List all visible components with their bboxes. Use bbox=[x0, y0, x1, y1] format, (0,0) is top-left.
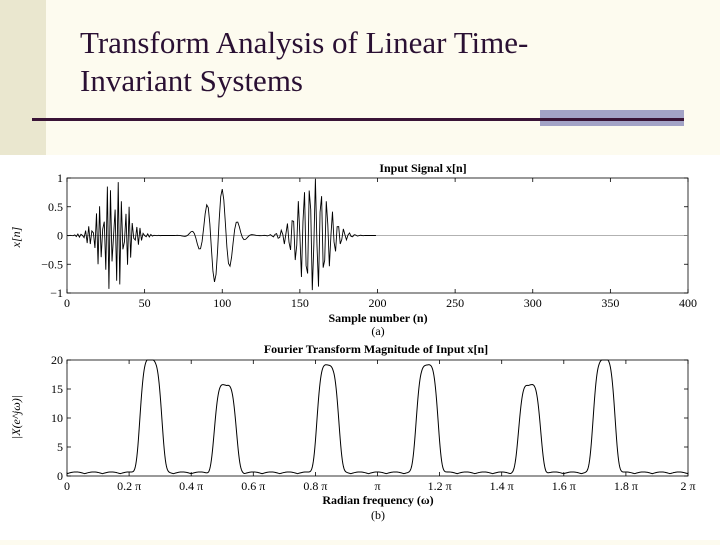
x-tick-label: 1.8 π bbox=[614, 479, 638, 493]
y-tick-label: −0.5 bbox=[41, 257, 63, 271]
chart-b-caption: (b) bbox=[371, 508, 385, 522]
title-underline bbox=[32, 118, 684, 121]
chart-a-y-ticks: 1 0.5 0 −0.5 −1 bbox=[41, 171, 688, 300]
chart-b-ylabel: |X(e^jω)| bbox=[9, 395, 23, 439]
y-tick-label: 0.5 bbox=[48, 200, 63, 214]
input-signal-line bbox=[66, 178, 376, 291]
x-tick-label: 0.8 π bbox=[303, 479, 327, 493]
chart-b-title: Fourier Transform Magnitude of Input x[n… bbox=[264, 342, 488, 356]
input-signal-chart: Input Signal x[n] 1 0.5 0 −0.5 −1 0 50 100 150 2… bbox=[9, 161, 697, 338]
x-tick-label: 0.4 π bbox=[179, 479, 203, 493]
chart-b-xlabel: Radian frequency (ω) bbox=[322, 493, 433, 507]
chart-a-series bbox=[66, 178, 688, 291]
slide-title-line2: Invariant Systems bbox=[80, 63, 303, 98]
y-tick-label: 5 bbox=[57, 440, 63, 454]
x-tick-label: 1.2 π bbox=[428, 479, 452, 493]
x-tick-label: 1.4 π bbox=[490, 479, 514, 493]
fourier-magnitude-line bbox=[66, 359, 688, 475]
x-tick-label: 400 bbox=[679, 296, 697, 310]
chart-b-plot-frame bbox=[66, 359, 689, 477]
y-tick-label: −1 bbox=[50, 286, 63, 300]
x-tick-label: 50 bbox=[139, 296, 151, 310]
x-tick-label: 150 bbox=[291, 296, 309, 310]
y-tick-label: 0 bbox=[57, 229, 63, 243]
x-tick-label: 0 bbox=[64, 479, 70, 493]
slide-title-line1: Transform Analysis of Linear Time- bbox=[80, 25, 529, 60]
slide-title: Transform Analysis of Linear Time- Invar… bbox=[80, 24, 700, 100]
x-tick-label: 100 bbox=[213, 296, 231, 310]
y-tick-label: 15 bbox=[51, 382, 63, 396]
y-tick-label: 10 bbox=[51, 411, 63, 425]
x-tick-label: 2 π bbox=[680, 479, 695, 493]
x-tick-label: 300 bbox=[524, 296, 542, 310]
x-tick-label: 0.6 π bbox=[241, 479, 265, 493]
chart-a-xlabel: Sample number (n) bbox=[328, 311, 427, 325]
slide-left-bar bbox=[0, 0, 46, 155]
y-tick-label: 20 bbox=[51, 353, 63, 367]
x-tick-label: π bbox=[374, 479, 380, 493]
chart-a-caption: (a) bbox=[371, 324, 384, 338]
fourier-magnitude-chart: Fourier Transform Magnitude of Input x[n… bbox=[9, 342, 696, 522]
figure-panel: Input Signal x[n] 1 0.5 0 −0.5 −1 0 50 100 150 2… bbox=[0, 155, 720, 540]
chart-a-x-ticks: 0 50 100 150 200 250 300 350 400 bbox=[64, 178, 697, 310]
x-tick-label: 250 bbox=[446, 296, 464, 310]
x-tick-label: 350 bbox=[601, 296, 619, 310]
x-tick-label: 0.2 π bbox=[117, 479, 141, 493]
x-tick-label: 200 bbox=[369, 296, 387, 310]
x-tick-label: 0 bbox=[64, 296, 70, 310]
chart-b-series bbox=[66, 359, 688, 475]
y-tick-label: 1 bbox=[57, 171, 63, 185]
chart-b-x-ticks: 0 0.2 π 0.4 π 0.6 π 0.8 π π 1.2 π 1.4 π 1.6 π 1.8… bbox=[64, 360, 696, 493]
figure-svg: Input Signal x[n] 10.50−0.5−1 0 50 100 150 2… bbox=[9, 161, 697, 522]
chart-b-y-ticks: 20 15 10 5 0 bbox=[51, 353, 688, 483]
chart-a-ylabel: x[n] bbox=[9, 226, 23, 248]
chart-a-title: Input Signal x[n] bbox=[379, 161, 466, 175]
x-tick-label: 1.6 π bbox=[552, 479, 576, 493]
y-tick-label: 0 bbox=[57, 469, 63, 483]
